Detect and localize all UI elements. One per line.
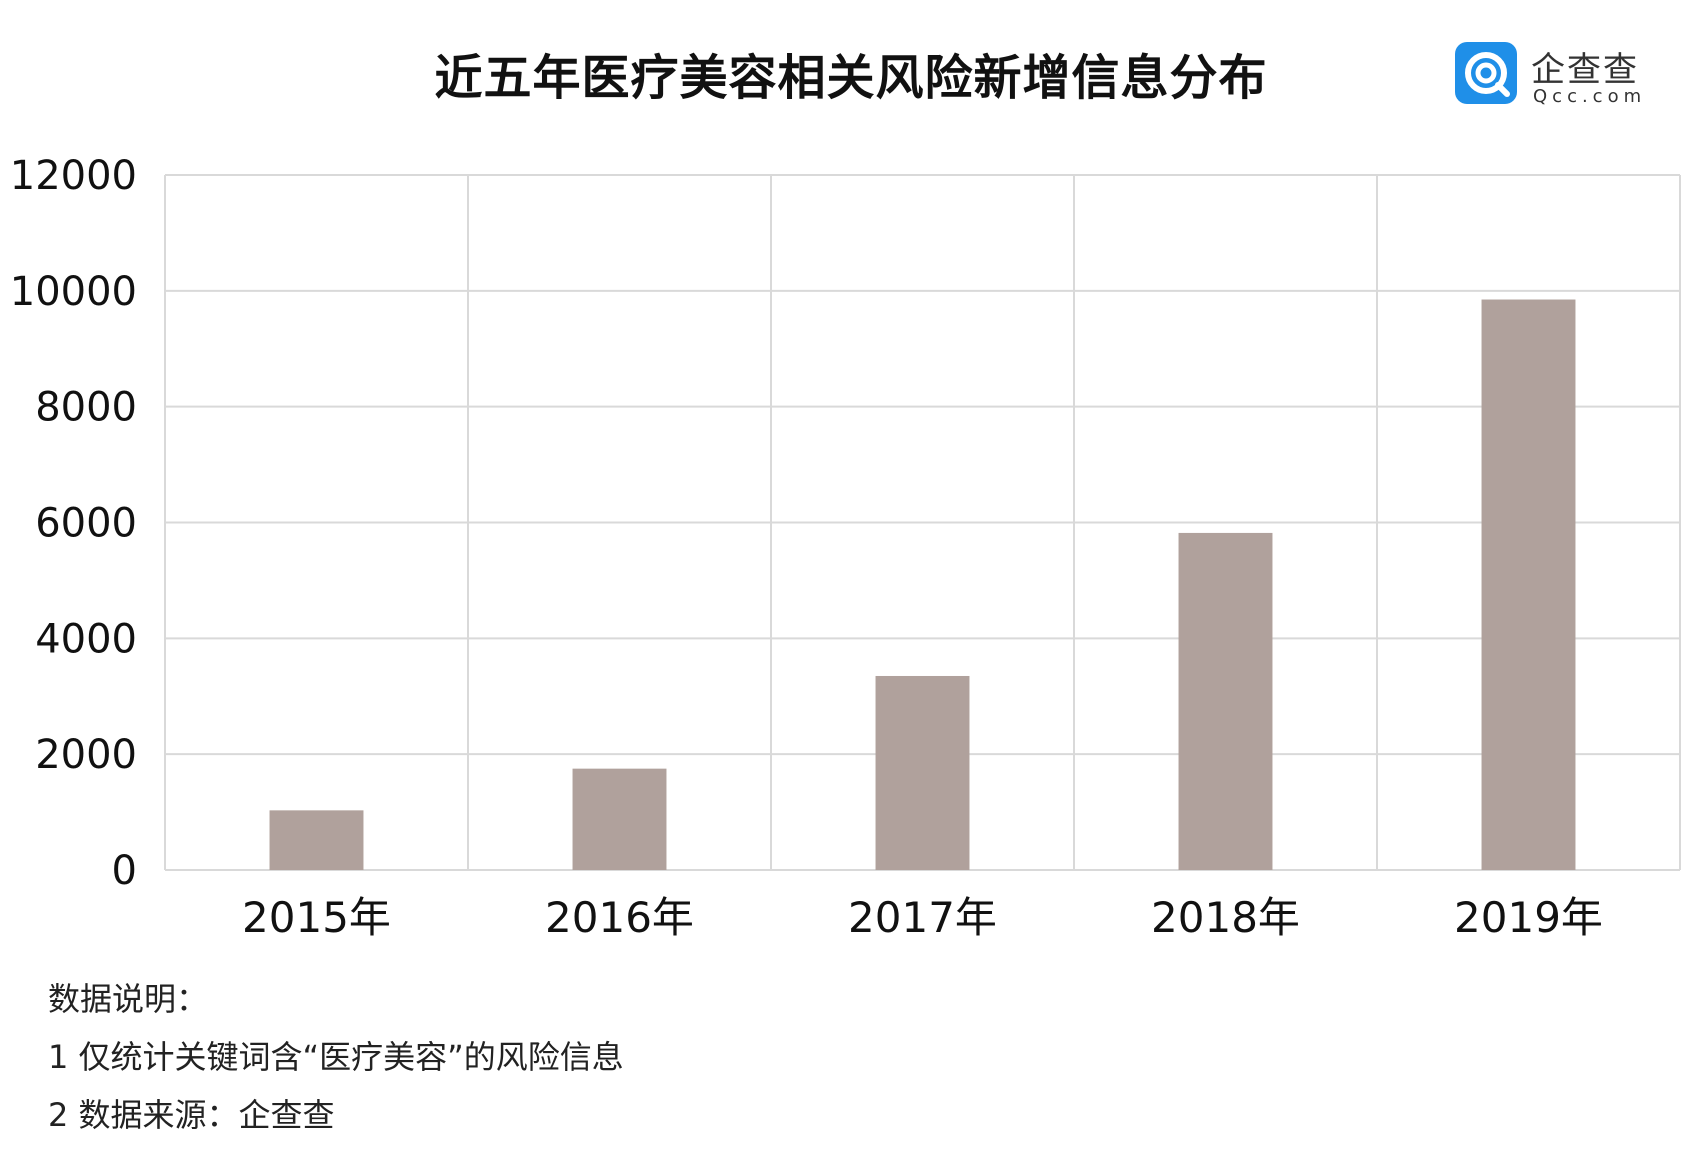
x-tick-label: 2015年 — [242, 893, 391, 942]
bar-2015年 — [269, 810, 364, 870]
y-tick-label: 10000 — [10, 269, 137, 315]
y-tick-label: 6000 — [35, 501, 137, 547]
logo-text-en: Qcc.com — [1533, 86, 1647, 107]
notes-line-2: 2 数据来源：企查查 — [48, 1096, 335, 1134]
y-tick-label: 12000 — [10, 153, 137, 199]
bar-2017年 — [875, 675, 970, 870]
y-tick-label: 2000 — [35, 732, 137, 778]
y-tick-label: 8000 — [35, 385, 137, 431]
x-tick-label: 2016年 — [545, 893, 694, 942]
notes-heading: 数据说明： — [48, 980, 209, 1018]
brand-logo: 企查查 Qcc.com — [1455, 42, 1695, 108]
y-tick-label: 4000 — [35, 616, 137, 662]
x-tick-label: 2019年 — [1454, 893, 1603, 942]
x-tick-label: 2017年 — [848, 893, 997, 942]
y-tick-label: 0 — [112, 848, 137, 894]
x-tick-label: 2018年 — [1151, 893, 1300, 942]
logo-text-cn: 企查查 — [1531, 50, 1639, 90]
qcc-logo-icon — [1455, 42, 1517, 104]
notes-line-1: 1 仅统计关键词含“医疗美容”的风险信息 — [48, 1038, 624, 1076]
bar-2018年 — [1178, 532, 1273, 870]
bar-chart: 0 2000 4000 6000 8000 10000 12000 2015年 2016年 201… — [10, 153, 1681, 942]
bar-2016年 — [572, 768, 667, 870]
chart-title: 近五年医疗美容相关风险新增信息分布 — [434, 50, 1268, 106]
data-notes: 数据说明： 1 仅统计关键词含“医疗美容”的风险信息 2 数据来源：企查查 — [48, 970, 624, 1144]
bar-2019年 — [1481, 299, 1576, 870]
